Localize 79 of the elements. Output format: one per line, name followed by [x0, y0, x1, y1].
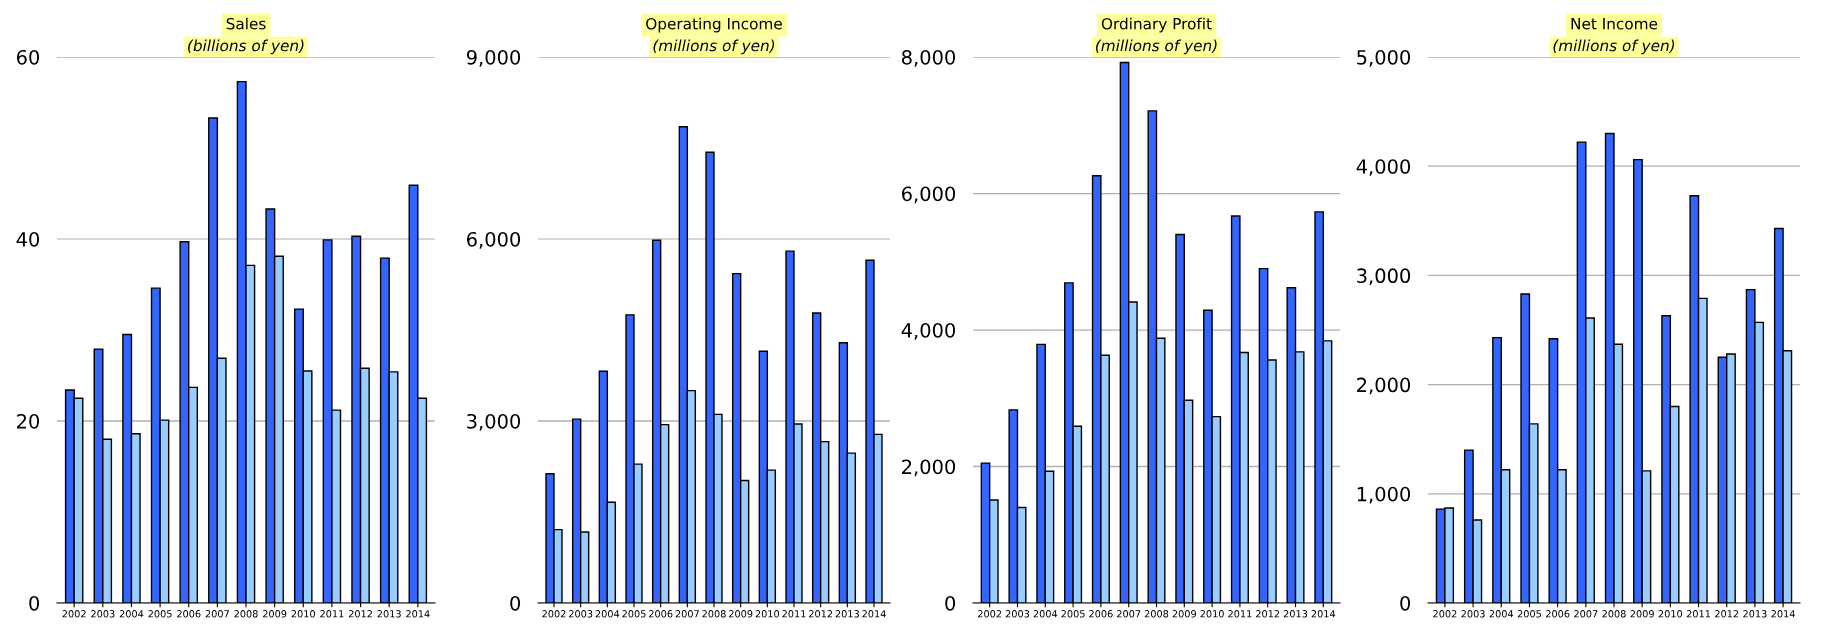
y-tick-label: 20 [17, 413, 40, 429]
y-tick-label: 9,000 [466, 49, 521, 67]
chart-title: Operating Income [646, 17, 782, 33]
y-tick-label: 0 [945, 595, 956, 611]
x-tick-label: 2007 [1117, 610, 1141, 618]
chart-subtitle: (billions of yen) [188, 39, 304, 55]
x-tick-label: 2006 [1545, 610, 1570, 618]
x-tick-label: 2011 [1686, 610, 1711, 618]
x-tick-label: 2007 [1574, 610, 1598, 618]
x-tick-label: 2008 [1602, 610, 1626, 618]
y-tick-label: 3,000 [467, 413, 521, 431]
x-tick-label: 2005 [1517, 610, 1541, 618]
chart-subtitle: (millions of yen) [1553, 39, 1675, 55]
x-tick-label: 2014 [1311, 610, 1336, 618]
x-tick-label: 2006 [649, 610, 673, 618]
x-tick-label: 2014 [406, 610, 430, 618]
x-tick-label: 2007 [675, 610, 699, 618]
x-tick-label: 2004 [595, 610, 620, 618]
x-tick-label: 2002 [1433, 610, 1457, 618]
x-tick-label: 2005 [148, 610, 172, 618]
x-tick-label: 2004 [1489, 610, 1514, 618]
x-tick-label: 2003 [569, 610, 593, 618]
x-tick-label: 2012 [1715, 610, 1739, 618]
y-tick-label: 0 [1400, 595, 1411, 611]
y-tick-label: 0 [29, 595, 40, 611]
x-tick-label: 2003 [91, 610, 115, 618]
y-tick-label: 8,000 [901, 49, 956, 67]
x-tick-label: 2003 [1461, 610, 1485, 618]
y-tick-label: 1,000 [1357, 486, 1411, 504]
chart-title: Net Income [1571, 18, 1658, 30]
x-tick-label: 2009 [729, 610, 753, 618]
x-tick-label: 2013 [377, 610, 401, 618]
chart-subtitle: (millions of yen) [1096, 39, 1217, 55]
x-tick-label: 2013 [1743, 610, 1767, 618]
y-tick-label: 40 [16, 231, 40, 247]
x-tick-label: 2004 [119, 610, 144, 618]
x-tick-label: 2014 [1771, 610, 1795, 618]
x-tick-label: 2011 [1228, 610, 1252, 618]
x-tick-label: 2010 [755, 610, 780, 618]
x-tick-label: 2006 [1089, 610, 1113, 618]
x-tick-label: 2009 [1172, 610, 1196, 618]
x-tick-label: 2010 [291, 610, 315, 618]
x-tick-label: 2013 [1283, 610, 1308, 618]
x-tick-label: 2011 [320, 610, 344, 618]
y-tick-label: 2,000 [1357, 377, 1411, 395]
y-tick-label: 60 [16, 49, 40, 65]
x-tick-label: 2002 [542, 610, 566, 618]
x-tick-label: 2014 [862, 610, 886, 618]
y-tick-label: 6,000 [902, 186, 956, 204]
chart-title: Ordinary Profit [1101, 17, 1212, 33]
x-tick-label: 2002 [978, 610, 1002, 618]
y-tick-label: 3,000 [1357, 268, 1411, 286]
x-tick-label: 2008 [234, 610, 258, 618]
y-tick-label: 4,000 [901, 322, 956, 340]
x-tick-label: 2009 [262, 610, 287, 618]
x-tick-label: 2012 [348, 610, 372, 618]
x-tick-label: 2011 [782, 610, 806, 618]
x-tick-label: 2003 [1005, 610, 1030, 618]
y-tick-label: 0 [510, 595, 521, 611]
y-tick-label: 2,000 [902, 459, 956, 477]
y-tick-label: 4,000 [1356, 159, 1411, 176]
x-tick-label: 2002 [62, 610, 86, 618]
x-tick-label: 2007 [205, 610, 229, 618]
x-tick-label: 2010 [1200, 610, 1224, 618]
x-tick-label: 2004 [1033, 610, 1058, 618]
x-tick-label: 2005 [622, 610, 646, 618]
chart-title: Sales [226, 17, 266, 30]
x-tick-label: 2008 [702, 610, 726, 618]
x-tick-label: 2006 [177, 610, 201, 618]
x-tick-label: 2009 [1630, 610, 1654, 618]
x-tick-label: 2005 [1061, 610, 1085, 618]
x-tick-label: 2012 [1256, 610, 1280, 618]
x-tick-label: 2008 [1144, 610, 1169, 618]
x-tick-label: 2013 [835, 610, 859, 618]
y-tick-label: 5,000 [1357, 49, 1411, 67]
chart-subtitle: (millions of yen) [653, 39, 775, 55]
y-tick-label: 6,000 [467, 231, 521, 249]
x-tick-label: 2012 [809, 610, 833, 618]
x-tick-label: 2010 [1658, 610, 1683, 618]
